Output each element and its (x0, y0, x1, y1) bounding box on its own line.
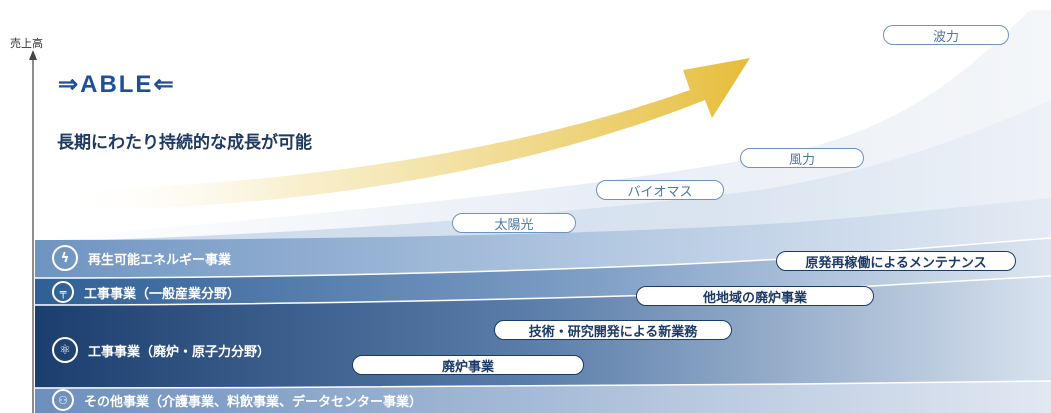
y-axis-label: 売上高 (10, 37, 43, 50)
able-logo: ⇒ABLE⇐ (58, 71, 176, 98)
band-label-text: 工事事業（廃炉・原子力分野） (88, 344, 271, 360)
band-label-text: 再生可能エネルギー事業 (88, 252, 232, 268)
band-general-construction: ╤ 工事事業（一般産業分野） (52, 281, 240, 303)
tagline: 長期にわたり持続的な成長が可能 (57, 133, 312, 153)
band-label-text: その他事業（介護事業、料飲事業、データセンター事業） (84, 394, 423, 410)
construction-icon: ╤ (52, 281, 74, 303)
pill-wave: 波力 (883, 25, 1009, 45)
band-nuclear-construction: ⚛ 工事事業（廃炉・原子力分野） (52, 337, 270, 363)
band-other-business: ⚇ その他事業（介護事業、料飲事業、データセンター事業） (52, 389, 422, 411)
pill-restart-maintenance: 原発再稼働によるメンテナンス (776, 251, 1016, 271)
pill-wind: 風力 (740, 148, 864, 168)
pill-decommissioning-other-regions: 他地域の廃炉事業 (636, 286, 874, 306)
pill-rd-new-business: 技術・研究開発による新業務 (494, 320, 732, 340)
atom-icon: ⚛ (52, 337, 78, 363)
pill-solar: 太陽光 (452, 213, 576, 233)
band-renewable-energy: ϟ 再生可能エネルギー事業 (52, 245, 231, 271)
other-business-icon: ⚇ (52, 389, 74, 411)
band-label-text: 工事事業（一般産業分野） (84, 286, 241, 302)
renewable-energy-icon: ϟ (52, 245, 78, 271)
pill-decommissioning: 廃炉事業 (352, 355, 584, 375)
pill-biomass: バイオマス (596, 180, 724, 200)
